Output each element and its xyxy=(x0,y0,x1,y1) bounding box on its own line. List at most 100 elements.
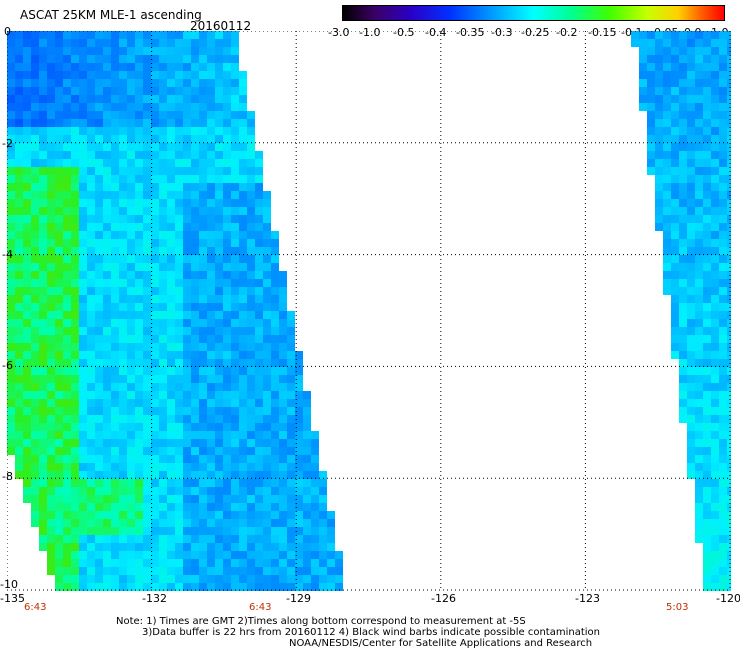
data-cell xyxy=(23,319,31,327)
data-cell xyxy=(39,271,47,279)
data-cell xyxy=(175,159,183,167)
data-cell xyxy=(255,343,263,351)
data-cell xyxy=(135,135,143,143)
data-cell xyxy=(223,471,231,479)
data-cell xyxy=(271,463,279,471)
data-cell xyxy=(191,79,199,87)
data-cell xyxy=(87,183,95,191)
data-cell xyxy=(679,207,687,215)
data-cell xyxy=(703,519,711,527)
data-cell xyxy=(255,223,263,231)
data-cell xyxy=(199,319,207,327)
data-cell xyxy=(71,455,79,463)
data-cell xyxy=(231,119,239,127)
data-cell xyxy=(239,575,247,583)
data-cell xyxy=(23,223,31,231)
data-cell xyxy=(15,295,23,303)
data-cell xyxy=(279,447,287,455)
data-cell xyxy=(95,175,103,183)
data-cell xyxy=(231,327,239,335)
data-cell xyxy=(71,215,79,223)
data-cell xyxy=(111,415,119,423)
data-cell xyxy=(87,359,95,367)
data-cell xyxy=(71,111,79,119)
data-cell xyxy=(15,463,23,471)
data-cell xyxy=(231,183,239,191)
data-cell xyxy=(103,151,111,159)
data-cell xyxy=(119,263,127,271)
data-cell xyxy=(135,167,143,175)
data-cell xyxy=(127,399,135,407)
data-cell xyxy=(727,447,731,455)
data-cell xyxy=(135,455,143,463)
data-cell xyxy=(143,375,151,383)
data-cell xyxy=(95,191,103,199)
data-cell xyxy=(135,423,143,431)
data-cell xyxy=(151,487,159,495)
data-cell xyxy=(695,399,703,407)
data-cell xyxy=(215,311,223,319)
data-cell xyxy=(167,223,175,231)
data-cell xyxy=(719,399,727,407)
data-cell xyxy=(167,551,175,559)
data-cell xyxy=(191,63,199,71)
data-cell xyxy=(127,383,135,391)
data-cell xyxy=(191,343,199,351)
data-cell xyxy=(119,479,127,487)
data-cell xyxy=(207,319,215,327)
data-cell xyxy=(15,175,23,183)
data-cell xyxy=(79,191,87,199)
data-cell xyxy=(119,543,127,551)
data-cell xyxy=(95,375,103,383)
data-cell xyxy=(159,79,167,87)
data-cell xyxy=(7,375,15,383)
data-cell xyxy=(79,407,87,415)
data-cell xyxy=(311,519,319,527)
data-cell xyxy=(143,311,151,319)
data-cell xyxy=(71,263,79,271)
data-cell xyxy=(127,151,135,159)
data-cell xyxy=(31,271,39,279)
data-cell xyxy=(703,567,711,575)
data-cell xyxy=(103,279,111,287)
data-cell xyxy=(215,119,223,127)
data-cell xyxy=(271,239,279,247)
data-cell xyxy=(207,63,215,71)
data-cell xyxy=(79,295,87,303)
data-cell xyxy=(167,295,175,303)
data-cell xyxy=(103,55,111,63)
data-cell xyxy=(295,463,303,471)
data-cell xyxy=(215,271,223,279)
data-cell xyxy=(695,255,703,263)
data-cell xyxy=(215,87,223,95)
data-cell xyxy=(15,471,23,479)
data-cell xyxy=(687,215,695,223)
data-cell xyxy=(47,79,55,87)
data-cell xyxy=(199,479,207,487)
data-cell xyxy=(71,79,79,87)
data-cell xyxy=(703,455,711,463)
data-cell xyxy=(671,31,679,39)
data-cell xyxy=(695,495,703,503)
data-cell xyxy=(23,391,31,399)
data-cell xyxy=(79,383,87,391)
data-cell xyxy=(127,495,135,503)
data-cell xyxy=(703,551,711,559)
data-cell xyxy=(103,39,111,47)
data-cell xyxy=(151,111,159,119)
data-cell xyxy=(151,455,159,463)
data-cell xyxy=(167,415,175,423)
data-cell xyxy=(719,415,727,423)
data-cell xyxy=(223,255,231,263)
data-cell xyxy=(711,495,719,503)
data-cell xyxy=(39,463,47,471)
data-cell xyxy=(159,319,167,327)
data-cell xyxy=(15,391,23,399)
data-cell xyxy=(287,551,295,559)
data-cell xyxy=(71,135,79,143)
colorbar-label: -3.0 xyxy=(328,26,350,39)
data-cell xyxy=(223,343,231,351)
data-cell xyxy=(655,223,663,231)
data-cell xyxy=(311,551,319,559)
data-cell xyxy=(215,439,223,447)
